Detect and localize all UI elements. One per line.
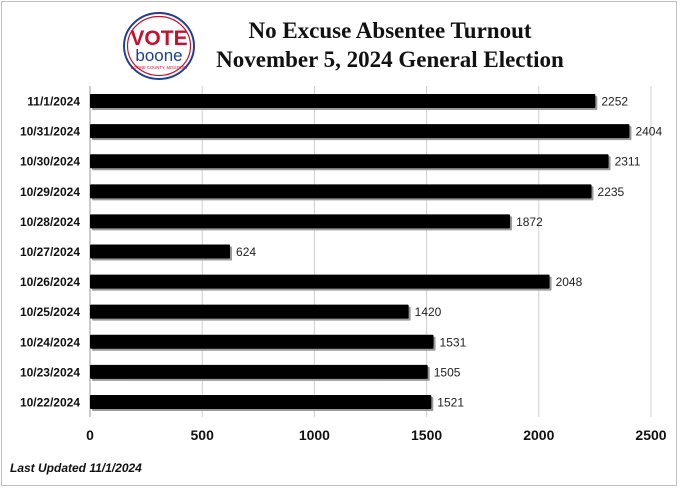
logo-word-bottom: boone [135, 46, 182, 65]
bar-value-label: 1521 [437, 395, 464, 409]
bar [90, 334, 434, 349]
last-updated-note: Last Updated 11/1/2024 [10, 461, 142, 475]
bar-value-label: 624 [236, 245, 256, 259]
bar [90, 244, 231, 259]
bar [90, 214, 511, 229]
category-label: 10/24/2024 [20, 335, 80, 349]
bar-value-label: 1531 [440, 335, 467, 349]
bar [90, 124, 630, 139]
bar [90, 364, 428, 379]
bar [90, 394, 432, 409]
bar [90, 184, 592, 199]
chart-title: No Excuse Absentee Turnout [248, 18, 532, 43]
bar-value-label: 2252 [601, 95, 628, 109]
chart-subtitle: November 5, 2024 General Election [216, 47, 564, 72]
bar-value-label: 2235 [598, 185, 625, 199]
category-label: 10/26/2024 [20, 275, 80, 289]
bar [90, 304, 409, 319]
x-tick-label: 1500 [411, 427, 442, 443]
bar-value-label: 1505 [434, 365, 461, 379]
category-label: 11/1/2024 [27, 95, 80, 109]
logo-seal-icon: VOTE boone BOONE COUNTY, MISSOURI [123, 12, 195, 80]
x-tick-label: 2500 [635, 427, 666, 443]
x-tick-label: 1000 [299, 427, 330, 443]
bar-value-label: 1872 [516, 215, 543, 229]
chart-title-block: No Excuse Absentee Turnout November 5, 2… [190, 16, 590, 74]
category-label: 10/28/2024 [20, 215, 80, 229]
bar [90, 154, 609, 169]
logo-word-top: VOTE [130, 27, 187, 50]
category-label: 10/27/2024 [20, 245, 80, 259]
x-tick-label: 0 [86, 427, 94, 443]
x-tick-label: 2000 [523, 427, 554, 443]
category-label: 10/31/2024 [20, 125, 80, 139]
bar-value-label: 2404 [635, 125, 662, 139]
category-label: 10/29/2024 [20, 185, 80, 199]
vote-boone-logo: VOTE boone BOONE COUNTY, MISSOURI [121, 10, 197, 87]
category-label: 10/23/2024 [20, 365, 80, 379]
category-label: 10/30/2024 [20, 155, 80, 169]
bar-value-label: 2311 [615, 155, 641, 169]
bar-value-label: 1420 [415, 305, 442, 319]
bar [90, 94, 596, 109]
bar-value-label: 2048 [556, 275, 583, 289]
logo-tagline: BOONE COUNTY, MISSOURI [131, 65, 187, 70]
category-label: 10/22/2024 [20, 395, 80, 409]
x-tick-label: 500 [191, 427, 215, 443]
bar [90, 274, 550, 289]
category-label: 10/25/2024 [20, 305, 80, 319]
